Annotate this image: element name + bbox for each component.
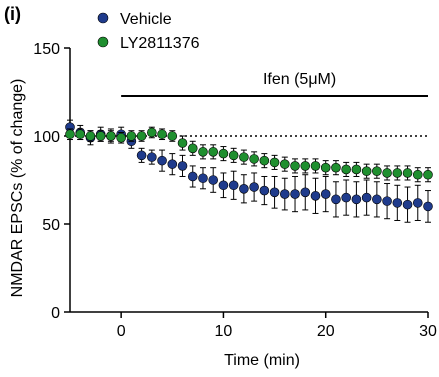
x-tick-label: 0	[117, 323, 126, 340]
data-point-vehicle	[279, 189, 290, 199]
data-point-ly2811376	[320, 162, 331, 173]
data-point-vehicle	[331, 194, 341, 205]
data-point-vehicle	[228, 180, 239, 191]
data-point-vehicle	[300, 187, 311, 198]
data-point-vehicle	[402, 199, 413, 210]
legend-marker-vehicle	[97, 12, 109, 24]
data-point-ly2811376	[300, 161, 311, 171]
plot-area	[65, 119, 433, 223]
data-point-ly2811376	[218, 148, 229, 159]
data-point-ly2811376	[147, 127, 157, 138]
series-ly2811376	[65, 126, 433, 183]
data-point-vehicle	[320, 189, 331, 199]
data-point-ly2811376	[351, 164, 362, 175]
x-tick-label: 10	[215, 323, 233, 340]
data-point-vehicle	[208, 175, 218, 185]
data-point-vehicle	[147, 152, 157, 162]
data-point-ly2811376	[239, 152, 249, 162]
y-tick-label: 0	[51, 305, 60, 322]
data-point-ly2811376	[85, 131, 96, 141]
data-point-vehicle	[361, 192, 372, 203]
data-point-vehicle	[392, 198, 403, 208]
data-point-ly2811376	[269, 157, 280, 168]
data-point-ly2811376	[372, 166, 382, 176]
legend-marker-ly2811376	[97, 36, 109, 48]
data-point-ly2811376	[290, 161, 300, 171]
data-point-vehicle	[310, 191, 321, 201]
data-point-ly2811376	[198, 147, 208, 157]
y-axis-title: NMDAR EPSCs (% of change)	[9, 79, 26, 298]
data-point-ly2811376	[423, 169, 433, 180]
data-point-vehicle	[423, 201, 433, 212]
legend-label-vehicle: Vehicle	[120, 11, 172, 28]
data-point-vehicle	[136, 150, 147, 161]
data-point-vehicle	[157, 155, 167, 166]
data-point-vehicle	[259, 185, 270, 196]
data-point-ly2811376	[126, 131, 137, 141]
legend-label-ly2811376: LY2811376	[120, 35, 200, 52]
data-point-vehicle	[341, 192, 351, 203]
treatment-label: Ifen (5μM)	[263, 71, 336, 88]
data-point-ly2811376	[249, 154, 259, 164]
data-point-ly2811376	[187, 143, 198, 154]
data-point-vehicle	[187, 171, 198, 182]
data-point-ly2811376	[136, 131, 147, 141]
treatment-bar-group: Ifen (5μM)	[121, 71, 428, 97]
y-tick-label: 50	[42, 217, 60, 234]
data-point-ly2811376	[75, 129, 86, 140]
data-point-vehicle	[269, 187, 280, 198]
data-point-vehicle	[218, 180, 229, 191]
data-point-ly2811376	[382, 168, 392, 178]
legend: Vehicle LY2811376	[97, 11, 200, 52]
data-point-vehicle	[198, 173, 208, 184]
panel-label: (i)	[4, 4, 21, 24]
axes: 0 50 100 150 0 10 20 30	[33, 41, 437, 340]
data-point-ly2811376	[279, 159, 290, 169]
data-point-ly2811376	[341, 164, 351, 175]
x-tick-label: 30	[419, 323, 437, 340]
data-point-ly2811376	[167, 131, 178, 141]
y-tick-label: 100	[33, 129, 60, 146]
data-point-vehicle	[177, 161, 188, 171]
data-point-vehicle	[239, 184, 249, 194]
data-point-ly2811376	[259, 155, 270, 166]
data-point-ly2811376	[106, 131, 116, 141]
data-point-vehicle	[372, 194, 382, 205]
data-point-vehicle	[382, 196, 392, 206]
data-point-ly2811376	[116, 132, 126, 143]
y-tick-label: 150	[33, 41, 60, 58]
data-point-ly2811376	[177, 138, 188, 148]
data-point-vehicle	[290, 189, 300, 199]
data-point-ly2811376	[95, 131, 106, 141]
data-point-ly2811376	[228, 150, 239, 161]
data-point-ly2811376	[331, 162, 341, 173]
data-point-ly2811376	[392, 168, 403, 178]
data-point-vehicle	[412, 198, 423, 208]
data-point-ly2811376	[65, 129, 75, 140]
data-point-vehicle	[167, 159, 178, 169]
data-point-ly2811376	[310, 161, 321, 171]
x-axis-title: Time (min)	[224, 352, 300, 369]
data-point-ly2811376	[412, 169, 423, 180]
data-point-vehicle	[351, 194, 362, 205]
data-point-vehicle	[249, 182, 259, 192]
data-point-ly2811376	[208, 147, 218, 157]
data-point-ly2811376	[157, 129, 167, 140]
x-tick-label: 20	[317, 323, 335, 340]
data-point-ly2811376	[361, 166, 372, 176]
data-point-ly2811376	[402, 168, 413, 178]
